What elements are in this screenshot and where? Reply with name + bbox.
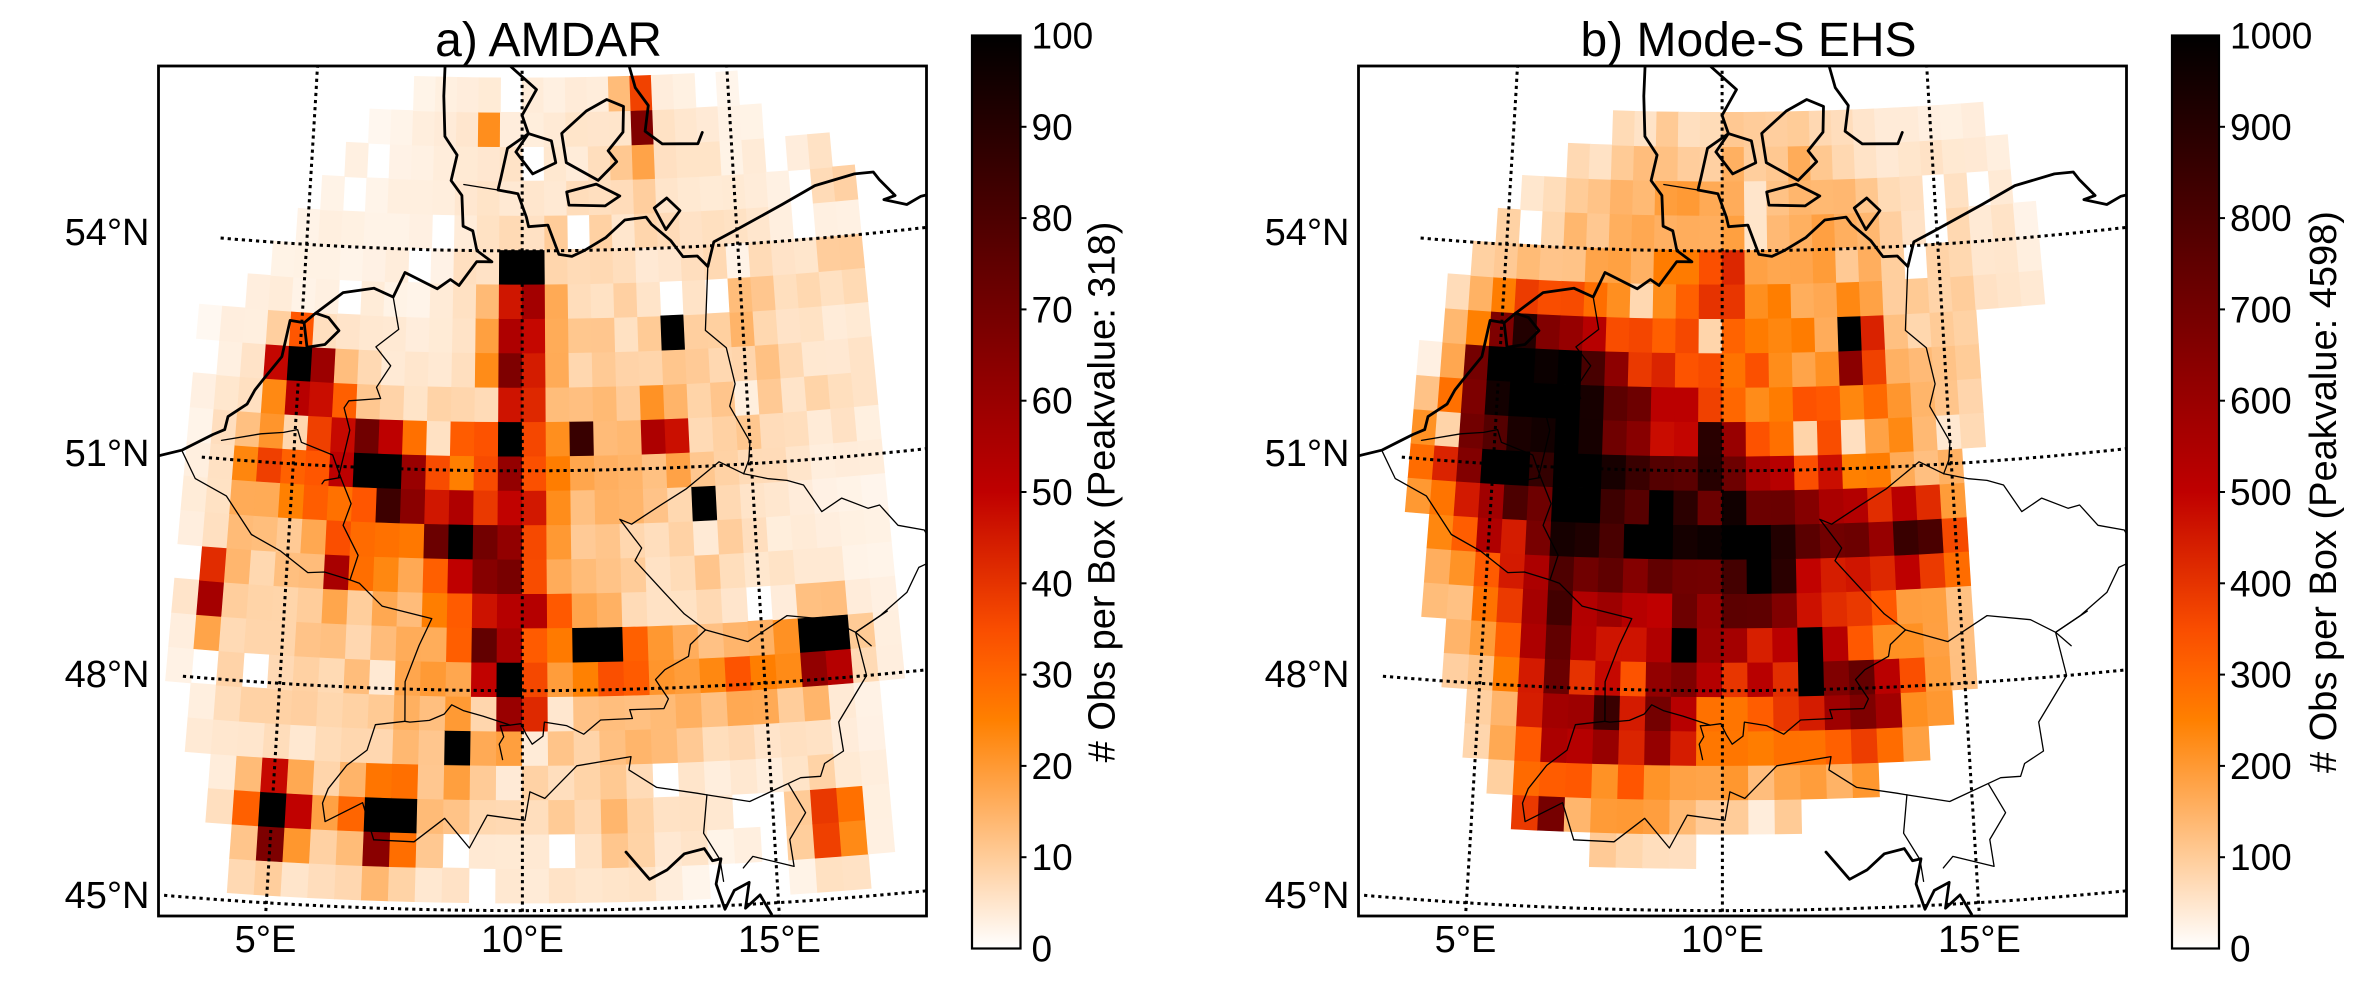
svg-text:40: 40 [1032, 563, 1073, 604]
svg-text:60: 60 [1032, 381, 1073, 422]
svg-text:a) AMDAR: a) AMDAR [435, 14, 662, 67]
svg-text:48°N: 48°N [1265, 654, 1350, 696]
svg-text:54°N: 54°N [1265, 212, 1350, 254]
svg-text:5°E: 5°E [235, 919, 297, 961]
svg-text:100: 100 [1032, 16, 1094, 57]
svg-text:600: 600 [2230, 381, 2292, 422]
svg-text:700: 700 [2230, 289, 2292, 330]
svg-text:5°E: 5°E [1435, 919, 1497, 961]
svg-text:51°N: 51°N [1265, 433, 1350, 475]
svg-text:900: 900 [2230, 107, 2292, 148]
svg-text:80: 80 [1032, 198, 1073, 239]
svg-text:500: 500 [2230, 472, 2292, 513]
svg-text:b) Mode-S EHS: b) Mode-S EHS [1580, 14, 1916, 67]
svg-text:48°N: 48°N [65, 654, 150, 696]
svg-text:# Obs per Box (Peakvalue: 318): # Obs per Box (Peakvalue: 318) [1082, 222, 1124, 763]
svg-text:54°N: 54°N [65, 212, 150, 254]
svg-text:1000: 1000 [2230, 16, 2312, 57]
svg-text:# Obs per Box (Peakvalue: 4598: # Obs per Box (Peakvalue: 4598) [2303, 211, 2345, 773]
svg-text:30: 30 [1032, 655, 1073, 696]
svg-text:20: 20 [1032, 746, 1073, 787]
svg-text:45°N: 45°N [1265, 875, 1350, 917]
svg-text:15°E: 15°E [738, 919, 821, 961]
svg-text:10°E: 10°E [1681, 919, 1764, 961]
svg-text:300: 300 [2230, 655, 2292, 696]
svg-text:50: 50 [1032, 472, 1073, 513]
svg-text:70: 70 [1032, 289, 1073, 330]
svg-text:200: 200 [2230, 746, 2292, 787]
svg-text:10°E: 10°E [481, 919, 564, 961]
svg-text:100: 100 [2230, 837, 2292, 878]
svg-text:0: 0 [2230, 929, 2251, 970]
svg-text:10: 10 [1032, 837, 1073, 878]
svg-text:400: 400 [2230, 563, 2292, 604]
svg-text:800: 800 [2230, 198, 2292, 239]
svg-text:0: 0 [1032, 929, 1053, 970]
svg-text:90: 90 [1032, 107, 1073, 148]
svg-text:45°N: 45°N [65, 875, 150, 917]
svg-text:51°N: 51°N [65, 433, 150, 475]
svg-text:15°E: 15°E [1938, 919, 2021, 961]
